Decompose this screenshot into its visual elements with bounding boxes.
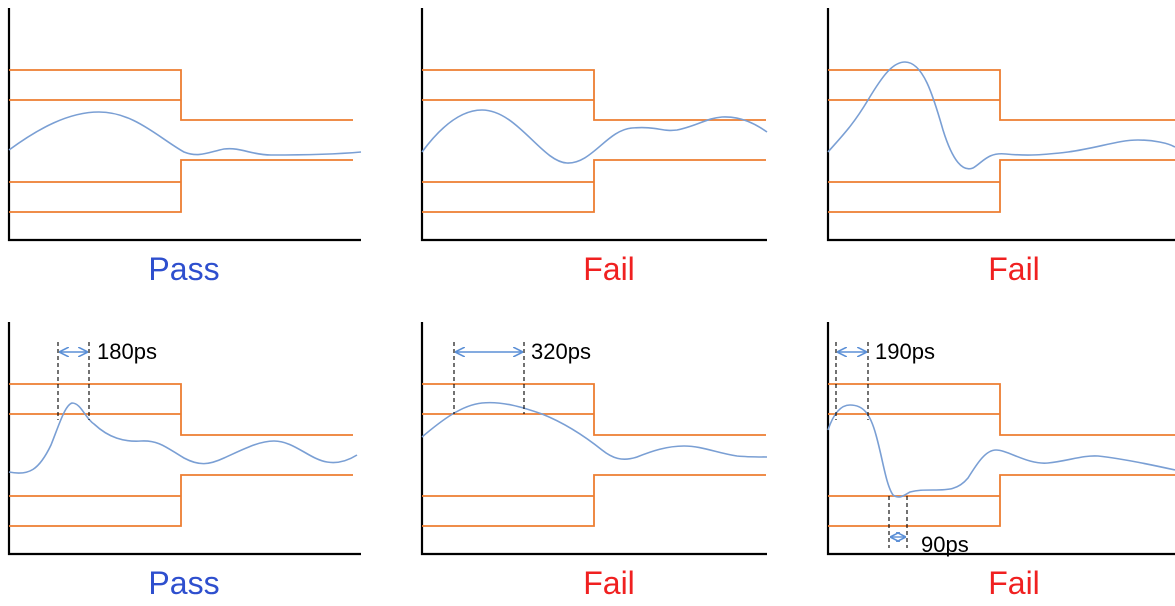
panel-5 xyxy=(420,322,768,556)
panel-5-verdict: Fail xyxy=(583,565,635,601)
panel-2-verdict: Fail xyxy=(583,251,635,287)
upper-mask xyxy=(422,383,766,436)
upper-mask xyxy=(9,383,353,436)
waveform xyxy=(8,111,362,156)
lower-mask xyxy=(9,474,353,527)
panel-4 xyxy=(7,322,361,556)
axis xyxy=(7,322,361,556)
panel-2 xyxy=(420,8,768,242)
upper-mask xyxy=(828,69,1175,121)
lower-mask xyxy=(422,474,766,527)
panel-3 xyxy=(826,8,1175,242)
lower-mask xyxy=(828,159,1175,213)
upper-mask xyxy=(422,69,766,121)
waveform xyxy=(421,109,768,164)
axis xyxy=(420,8,767,242)
lower-mask xyxy=(828,474,1175,527)
measure-label-190ps: 190ps xyxy=(875,339,935,364)
waveform xyxy=(827,404,1175,498)
measure-label-320ps: 320ps xyxy=(531,339,591,364)
waveform xyxy=(8,402,358,474)
panel-1-verdict: Pass xyxy=(148,251,219,287)
waveform xyxy=(421,401,768,460)
axis xyxy=(7,8,361,242)
measure-label-90ps: 90ps xyxy=(921,532,969,557)
panel-4-verdict: Pass xyxy=(148,565,219,601)
panel-6-verdict: Fail xyxy=(988,565,1040,601)
axis xyxy=(826,8,1175,242)
axis xyxy=(826,322,1175,556)
lower-mask xyxy=(422,159,766,213)
lower-mask xyxy=(9,159,353,213)
panel-3-verdict: Fail xyxy=(988,251,1040,287)
waveform xyxy=(827,61,1175,170)
upper-mask xyxy=(828,383,1175,436)
panel-1 xyxy=(7,8,362,242)
panel-6 xyxy=(826,322,1175,556)
measure-label-180ps: 180ps xyxy=(97,339,157,364)
upper-mask xyxy=(9,69,353,121)
axis xyxy=(420,322,767,556)
